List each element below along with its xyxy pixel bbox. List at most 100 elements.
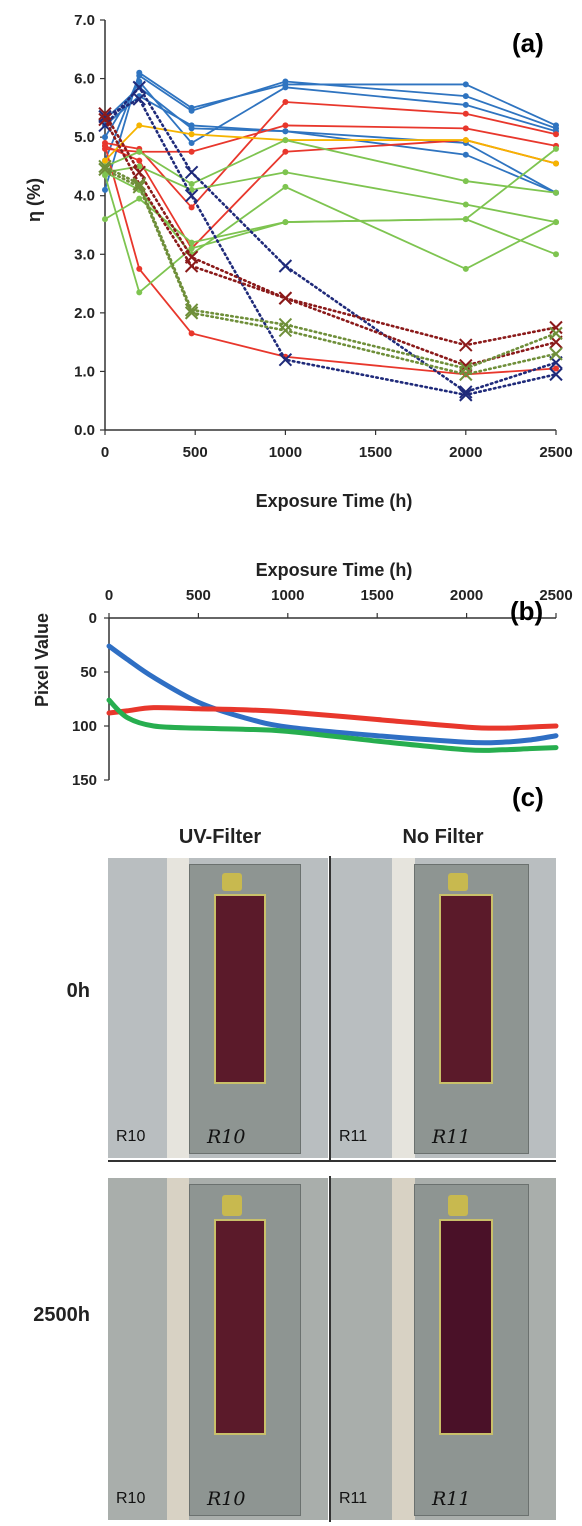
chart-a-data-point bbox=[188, 140, 195, 146]
handwritten-label: R11 bbox=[432, 1488, 471, 1510]
photo-divider-vertical-bottom bbox=[329, 1176, 331, 1522]
chart-a-data-point bbox=[188, 125, 195, 132]
chart-a-series-group bbox=[98, 69, 563, 402]
chart-a-data-point bbox=[462, 125, 469, 132]
sealant-strip bbox=[167, 1178, 189, 1520]
chart-a-data-point bbox=[188, 148, 195, 155]
chart-a-data-point bbox=[282, 169, 289, 176]
chart-a-data-point bbox=[98, 107, 112, 121]
chart-a-x-tick-label: 2500 bbox=[539, 444, 572, 461]
chart-a-series-line bbox=[104, 171, 557, 270]
sample-code-label: R11 bbox=[339, 1128, 368, 1145]
handwritten-label: R10 bbox=[207, 1488, 246, 1510]
chart-a-data-point bbox=[459, 388, 473, 402]
chart-a-x-tick-label: 0 bbox=[101, 444, 109, 461]
chart-a-y-tick-label: 6.0 bbox=[74, 71, 95, 88]
sample-code-label: R10 bbox=[116, 1490, 146, 1507]
chart-a-data-point bbox=[98, 109, 112, 124]
chart-a-data-point bbox=[102, 172, 108, 179]
chart-a-data-point bbox=[549, 367, 563, 382]
chart-a-series-line bbox=[104, 145, 557, 376]
chart-a-data-point bbox=[188, 204, 195, 211]
chart-a-data-point bbox=[188, 245, 195, 252]
chart-b-x-tick-label: 500 bbox=[186, 587, 211, 604]
chart-a-data-point bbox=[98, 112, 112, 127]
chart-a-data-point bbox=[462, 81, 469, 88]
sealant-strip bbox=[392, 1178, 415, 1520]
chart-a-data-point bbox=[102, 216, 108, 223]
electrode-contact bbox=[222, 1195, 242, 1216]
chart-b-y-tick-label: 50 bbox=[80, 664, 97, 681]
column-header-no-filter: No Filter bbox=[402, 826, 484, 848]
chart-a-data-point bbox=[462, 151, 469, 158]
sample-photo: R10 R10 bbox=[108, 858, 328, 1158]
sample-photo: R10 R10 bbox=[108, 1178, 328, 1520]
chart-a-x-axis-label: Exposure Time (h) bbox=[256, 491, 413, 511]
chart-b-series-line bbox=[106, 643, 559, 746]
chart-a-data-point bbox=[462, 216, 469, 223]
chart-a-y-tick-label: 5.0 bbox=[74, 129, 95, 146]
dye-film bbox=[214, 894, 266, 1084]
chart-a-data-point bbox=[132, 92, 146, 106]
chart-a-data-point bbox=[553, 219, 559, 226]
chart-b-x-tick-label: 1000 bbox=[271, 587, 304, 604]
chart-b-y-tick-label: 100 bbox=[72, 718, 97, 735]
chart-a-data-point bbox=[462, 178, 469, 185]
chart-a-data-point bbox=[188, 107, 195, 114]
chart-a-data-point bbox=[553, 131, 559, 138]
chart-a-data-point bbox=[282, 183, 289, 190]
chart-a-data-point bbox=[188, 239, 195, 246]
chart-a-series-line bbox=[104, 95, 557, 194]
handwritten-label: R11 bbox=[432, 1126, 471, 1148]
chart-a-data-point bbox=[184, 306, 199, 320]
chart-b-x-tick-label: 2500 bbox=[539, 587, 572, 604]
chart-a-series-line bbox=[103, 168, 558, 376]
photo-divider-horizontal-top bbox=[108, 1160, 556, 1162]
chart-a-data-point bbox=[136, 72, 143, 79]
chart-a-y-tick-label: 2.0 bbox=[74, 305, 95, 322]
electrode-contact bbox=[448, 873, 468, 891]
chart-b-series-line bbox=[106, 697, 559, 753]
chart-a-x-tick-label: 1500 bbox=[359, 444, 392, 461]
chart-a-series-line bbox=[104, 165, 557, 223]
chart-b-y-axis-label: Pixel Value bbox=[32, 613, 52, 707]
chart-a-data-point bbox=[462, 110, 469, 117]
chart-a-data-point bbox=[136, 289, 143, 296]
chart-a-x-tick-label: 500 bbox=[183, 444, 208, 461]
chart-a-data-point bbox=[102, 142, 108, 149]
chart-b-y-tick-label: 0 bbox=[89, 610, 97, 627]
chart-a-data-point bbox=[278, 291, 293, 305]
chart-a-data-point bbox=[553, 365, 559, 372]
chart-a-y-tick-label: 4.0 bbox=[74, 188, 95, 205]
chart-a-data-point bbox=[98, 162, 112, 177]
chart-a-y-tick-label: 0.0 bbox=[74, 422, 95, 439]
chart-a-series-line bbox=[103, 97, 558, 397]
chart-a-data-point bbox=[282, 99, 289, 105]
column-header-uv-filter: UV-Filter bbox=[178, 826, 262, 848]
chart-a-series-line bbox=[104, 148, 557, 244]
chart-a-series-line bbox=[104, 101, 557, 209]
row-header-0h: 0h bbox=[66, 980, 90, 1002]
chart-a-data-point bbox=[136, 122, 143, 129]
chart-a-data-point bbox=[102, 134, 108, 141]
chart-a-data-point bbox=[136, 148, 143, 155]
sample-photo: R11 R11 bbox=[331, 1178, 556, 1520]
chart-a-data-point bbox=[278, 353, 293, 367]
chart-a-data-point bbox=[184, 189, 199, 203]
chart-a-data-point bbox=[136, 265, 143, 272]
chart-a-panel-label: (a) bbox=[512, 28, 544, 58]
chart-a-data-point bbox=[553, 160, 559, 167]
photo-panel-label: (c) bbox=[512, 782, 544, 812]
chart-a-data-point bbox=[282, 148, 289, 155]
chart-a-data-point bbox=[462, 201, 469, 208]
chart-a-data-point bbox=[132, 80, 146, 95]
chart-a-data-point bbox=[462, 93, 469, 100]
chart-b-panel-label: (b) bbox=[510, 596, 543, 626]
chart-a-series-line bbox=[104, 124, 557, 165]
chart-a-data-point bbox=[278, 323, 293, 338]
photo-panel: (c) UV-Filter No Filter 0h 2500h R10 R10 R… bbox=[0, 780, 582, 1526]
chart-a-data-point bbox=[459, 367, 473, 382]
chart-a-series-line bbox=[104, 124, 557, 153]
